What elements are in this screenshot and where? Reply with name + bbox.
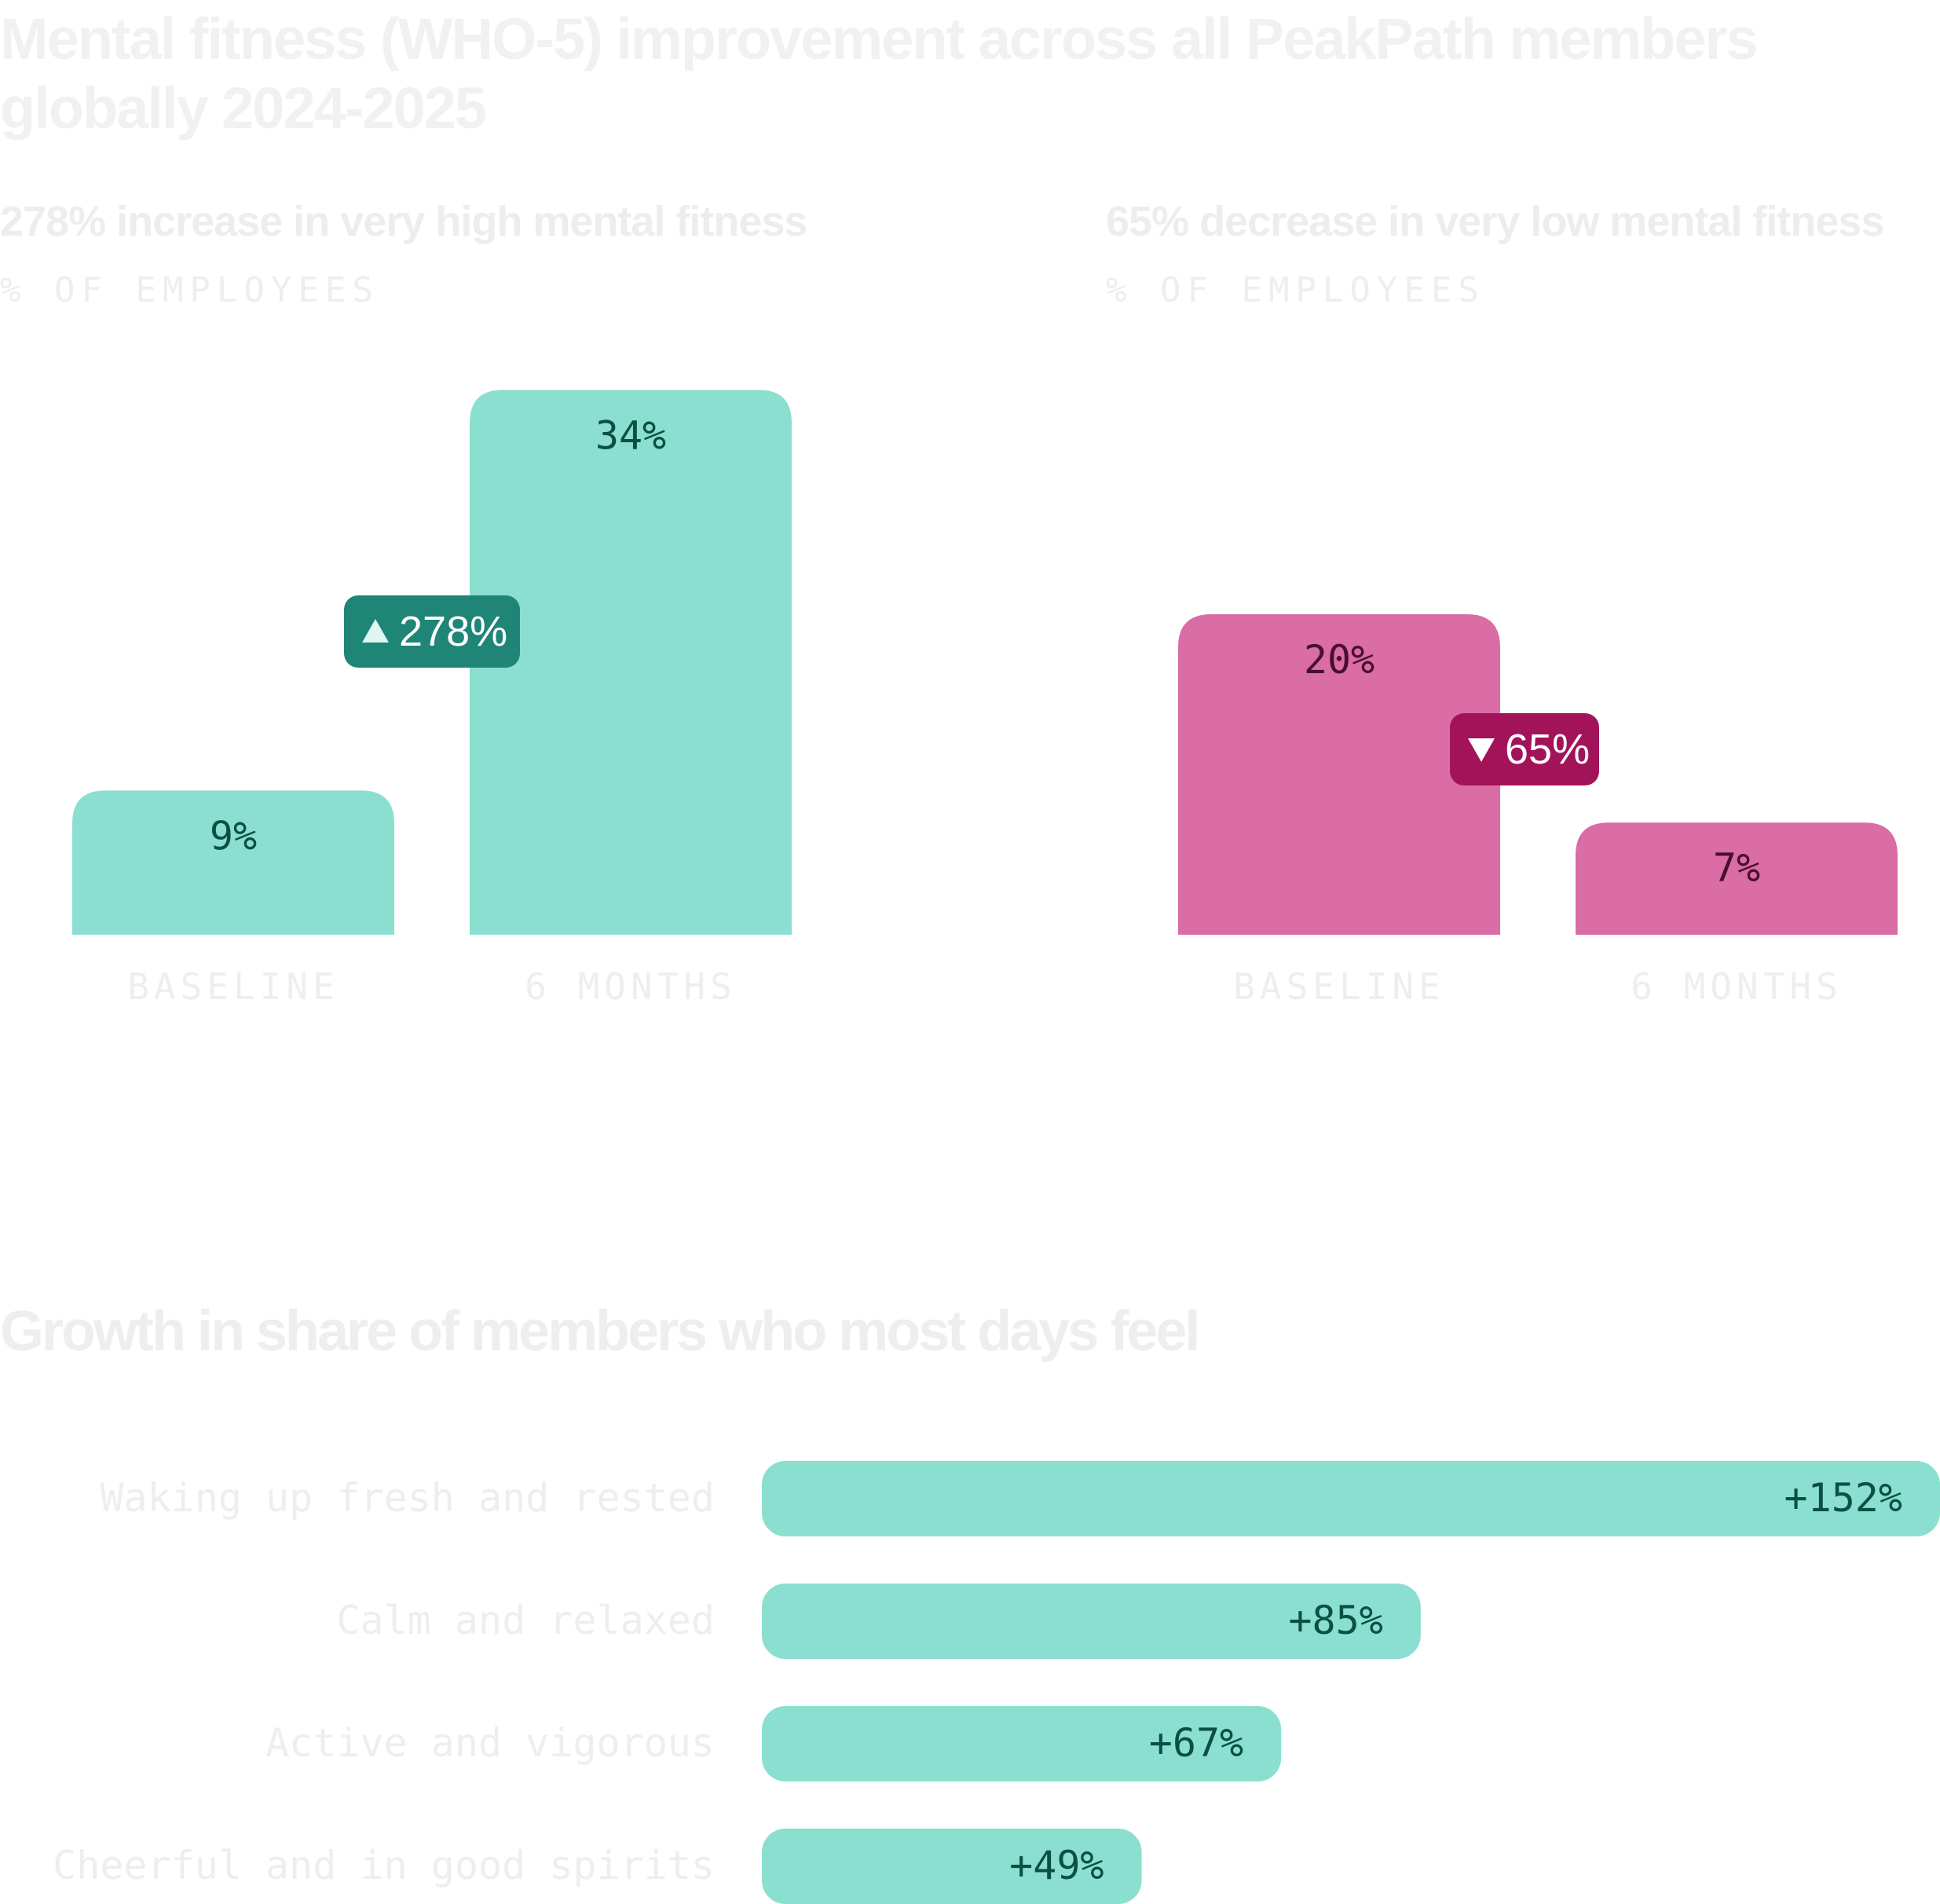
page-title: Mental fitness (WHO-5) improvement acros…	[0, 6, 1759, 141]
decrease-change-badge-bg	[1450, 713, 1599, 785]
increase-change-badge-bg	[344, 595, 520, 668]
increase-category-label-1: 6 MONTHS	[525, 965, 737, 1008]
growth-category-label-0: Waking up fresh and rested	[100, 1475, 715, 1521]
growth-bar-2	[762, 1706, 1282, 1781]
decrease-bar-1	[1576, 822, 1898, 935]
decrease-change-badge-label: 65%	[1505, 726, 1590, 773]
decrease-chart-unit-label: % OF EMPLOYEES	[1106, 270, 1485, 310]
increase-bar-0	[72, 790, 394, 935]
growth-bar-value-label-0: +152%	[1784, 1475, 1902, 1521]
growth-bar-0	[762, 1461, 1940, 1536]
decrease-category-label-0: BASELINE	[1233, 965, 1445, 1008]
increase-bar-value-label-1: 34%	[595, 412, 666, 458]
growth-bar-value-label-3: +49%	[1009, 1843, 1104, 1888]
triangle-down-icon	[1468, 738, 1495, 762]
triangle-up-icon	[362, 619, 389, 643]
decrease-bar-value-label-1: 7%	[1713, 845, 1760, 891]
growth-category-label-2: Active and vigorous	[265, 1720, 715, 1766]
growth-chart-title: Growth in share of members who most days…	[0, 1300, 1200, 1363]
increase-bar-value-label-0: 9%	[210, 813, 257, 859]
decrease-bar-value-label-0: 20%	[1304, 637, 1374, 683]
growth-category-label-3: Cheerful and in good spirits	[53, 1843, 715, 1888]
decrease-bar-0	[1178, 614, 1500, 935]
increase-change-badge-label: 278%	[399, 608, 507, 655]
growth-category-label-1: Calm and relaxed	[336, 1598, 715, 1643]
growth-bar-3	[762, 1829, 1142, 1904]
increase-change-badge: 278%	[344, 595, 520, 668]
increase-bar-1	[470, 390, 792, 935]
growth-bar-1	[762, 1584, 1421, 1659]
increase-chart-title: 278% increase in very high mental fitnes…	[0, 198, 807, 245]
decrease-chart-title: 65% decrease in very low mental fitness	[1106, 198, 1884, 245]
decrease-category-label-1: 6 MONTHS	[1631, 965, 1843, 1008]
growth-bar-value-label-2: +67%	[1149, 1720, 1243, 1766]
growth-bar-value-label-1: +85%	[1288, 1598, 1382, 1643]
decrease-change-badge: 65%	[1450, 713, 1599, 785]
increase-chart-unit-label: % OF EMPLOYEES	[0, 270, 379, 310]
increase-category-label-0: BASELINE	[127, 965, 339, 1008]
